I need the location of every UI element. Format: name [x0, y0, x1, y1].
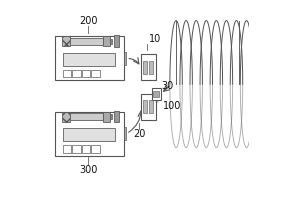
Bar: [63, 128, 115, 141]
Bar: [82, 70, 90, 77]
Bar: [61, 36, 70, 46]
Text: 30: 30: [161, 81, 173, 91]
Bar: [70, 38, 103, 45]
Bar: [141, 54, 156, 80]
Bar: [149, 100, 153, 113]
Bar: [91, 145, 100, 153]
Bar: [153, 91, 159, 97]
Bar: [82, 145, 90, 153]
Bar: [70, 113, 103, 120]
Bar: [63, 53, 115, 66]
Bar: [72, 70, 81, 77]
Text: 10: 10: [149, 34, 161, 44]
Bar: [61, 112, 70, 122]
Text: 300: 300: [79, 165, 98, 175]
Bar: [72, 145, 81, 153]
Bar: [143, 100, 147, 113]
Bar: [141, 94, 156, 120]
Bar: [124, 127, 126, 140]
Bar: [103, 36, 110, 46]
Text: 20: 20: [133, 129, 145, 139]
Text: 100: 100: [163, 101, 181, 111]
Bar: [63, 145, 71, 153]
Bar: [110, 114, 112, 119]
Bar: [63, 70, 71, 77]
Bar: [55, 112, 124, 156]
Bar: [55, 36, 124, 80]
Bar: [143, 61, 147, 74]
Bar: [110, 39, 112, 44]
Bar: [152, 88, 160, 100]
Bar: [114, 111, 119, 122]
Text: 200: 200: [79, 16, 98, 26]
Bar: [114, 35, 119, 47]
Bar: [91, 70, 100, 77]
Bar: [124, 52, 126, 65]
Bar: [103, 112, 110, 122]
Bar: [149, 61, 153, 74]
